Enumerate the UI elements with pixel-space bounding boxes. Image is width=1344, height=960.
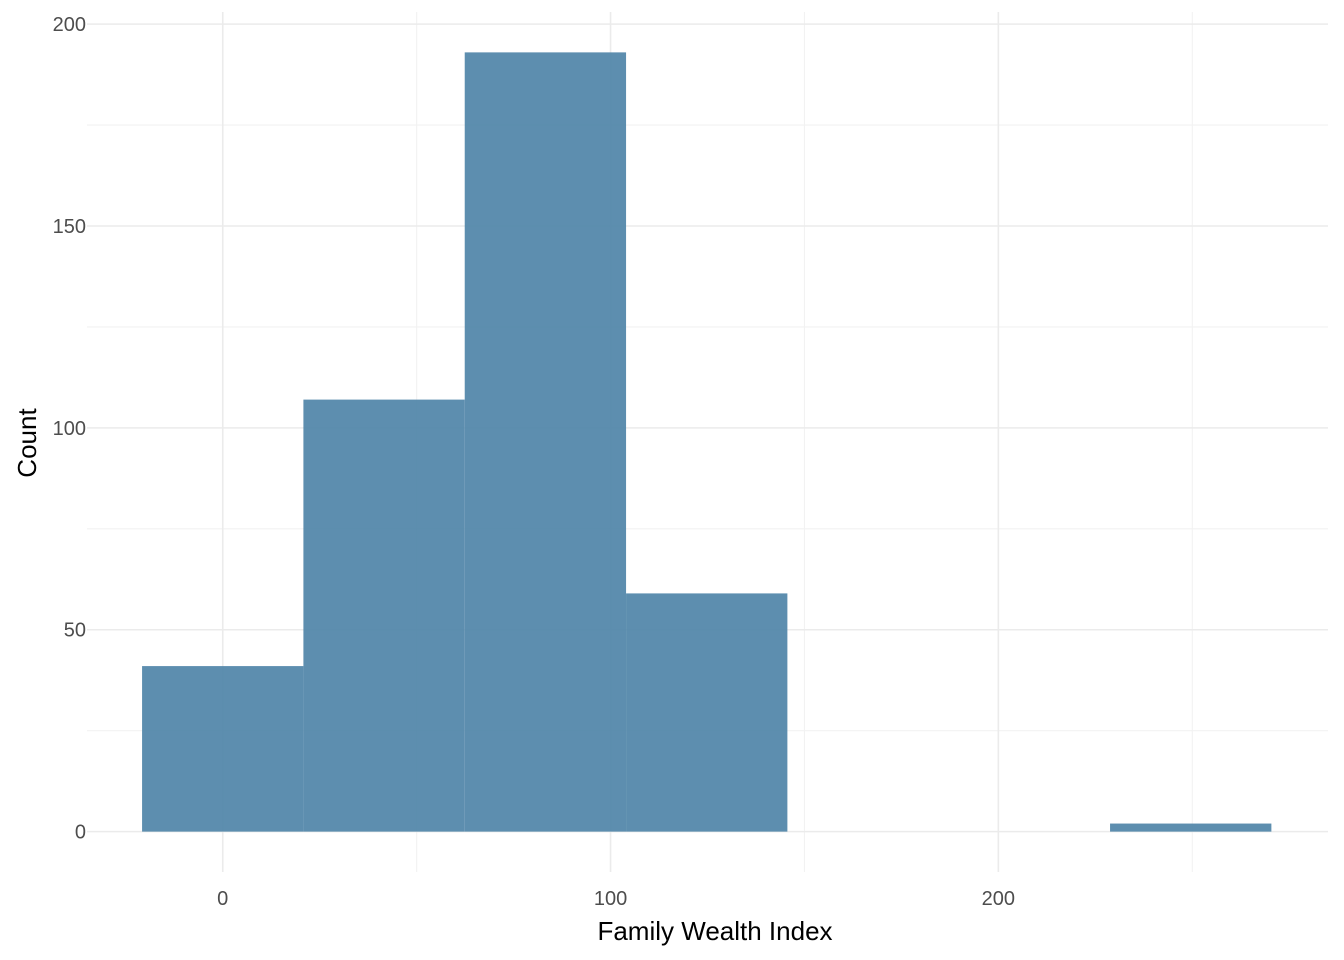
histogram-bar [303,399,465,832]
y-tick-label: 0 [75,822,86,844]
x-tick-label: 0 [217,888,228,910]
x-tick-label: 200 [982,888,1015,910]
y-tick-label: 50 [64,620,86,642]
histogram-bar [626,593,788,832]
histogram-bar [142,666,304,832]
y-tick-label: 200 [53,14,86,36]
histogram-bar [1110,823,1272,832]
histogram-bar [464,52,627,832]
x-tick-label: 100 [594,888,627,910]
bars-layer [142,52,1272,832]
y-tick-label: 150 [53,216,86,238]
x-axis-title: Family Wealth Index [597,916,832,946]
tick-labels-layer: 0 100 200 0 50 100 150 200 [53,14,1015,910]
y-tick-label: 100 [53,418,86,440]
y-axis-title: Count [12,408,42,478]
